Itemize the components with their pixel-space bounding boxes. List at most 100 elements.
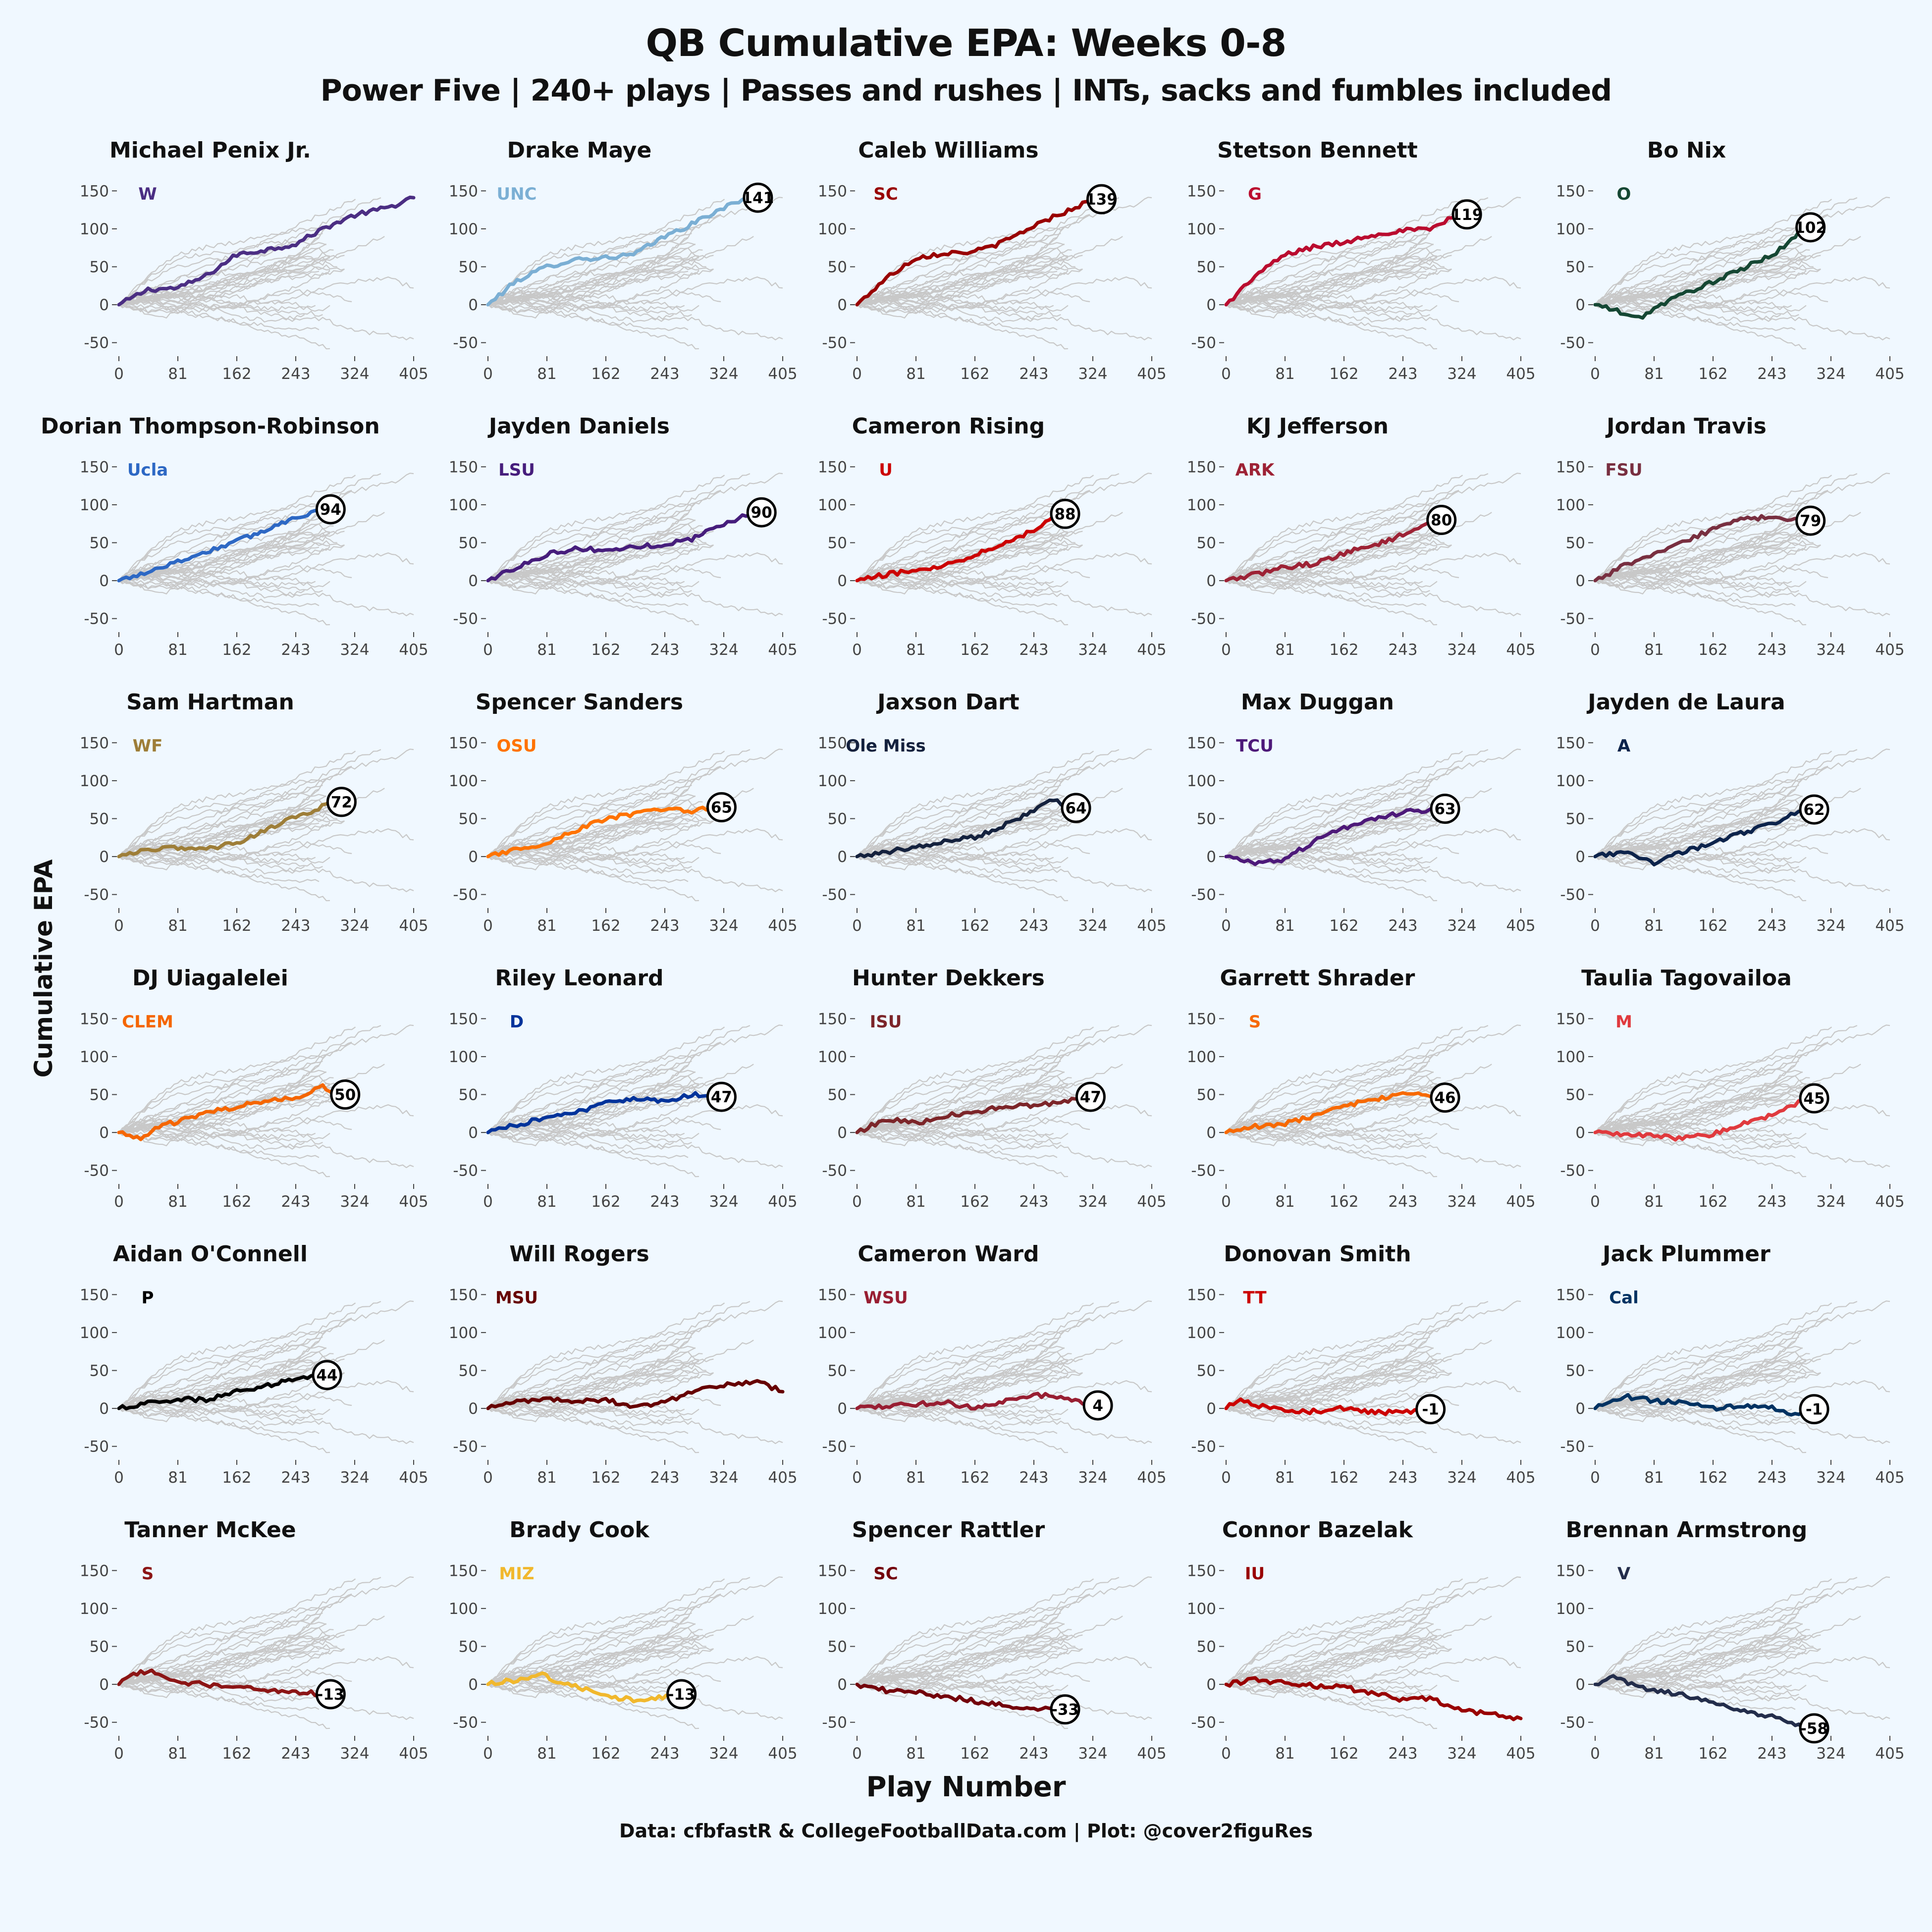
- final-epa-label: 62: [1803, 801, 1825, 819]
- y-tick-label: -50: [84, 1714, 109, 1732]
- background-series-line: [1595, 1082, 1821, 1133]
- final-epa-badge: [1795, 505, 1826, 536]
- background-series-line: [1595, 847, 1792, 863]
- background-series-line: [487, 1634, 714, 1685]
- background-series-line: [857, 1607, 1065, 1698]
- background-series-line: [1226, 1300, 1521, 1409]
- facet-title: Drake Maye: [507, 138, 652, 163]
- y-tick-label: -50: [84, 610, 109, 628]
- y-axis-label: Cumulative EPA: [29, 859, 58, 1078]
- x-tick-label: 162: [1698, 1193, 1727, 1211]
- background-series-line: [118, 1096, 345, 1133]
- y-tick-label: 150: [818, 458, 847, 476]
- background-series-line: [1595, 1024, 1890, 1133]
- facet-panel: Spencer Sanders OSU -50 0 50 100 150 0 81 162 243 3…: [449, 690, 798, 935]
- background-series-line: [118, 552, 414, 581]
- x-tick-label: 243: [1757, 365, 1786, 383]
- y-tick-label: -50: [1191, 1438, 1216, 1456]
- highlight-series-line: [117, 800, 335, 859]
- background-series-line: [1226, 239, 1434, 305]
- background-series-line: [118, 1118, 330, 1140]
- background-series-line: [1226, 566, 1438, 588]
- y-tick-label: 150: [1187, 458, 1216, 476]
- x-tick-label: 162: [591, 917, 620, 935]
- x-tick-label: 81: [537, 917, 556, 935]
- y-tick-label: 100: [818, 1600, 847, 1618]
- background-series-line: [1595, 828, 1890, 857]
- background-series-line: [857, 571, 1069, 626]
- background-series-line: [118, 257, 337, 313]
- background-series-line: [1595, 1026, 1832, 1133]
- background-series-line: [1595, 1577, 1858, 1685]
- x-tick-label: 0: [114, 365, 124, 383]
- x-tick-label: 81: [168, 917, 187, 935]
- x-tick-label: 0: [483, 1193, 493, 1211]
- background-series-line: [1226, 276, 1521, 305]
- y-tick-label: -50: [453, 1438, 478, 1456]
- background-series-line: [1226, 820, 1452, 857]
- x-tick-label: 324: [1078, 1745, 1107, 1763]
- background-series-line: [1226, 552, 1521, 581]
- final-epa-badge: [746, 497, 777, 528]
- y-tick-label: 100: [1556, 1600, 1585, 1618]
- background-series-line: [1226, 751, 1463, 857]
- background-series-line: [118, 1125, 414, 1169]
- background-series-line: [118, 290, 330, 312]
- y-tick-label: 0: [1575, 1676, 1585, 1694]
- x-tick-label: 324: [709, 365, 738, 383]
- x-tick-label: 0: [1221, 1469, 1231, 1487]
- background-series-line: [1595, 1607, 1803, 1698]
- background-series-line: [1226, 1341, 1427, 1409]
- team-logo: WSU: [863, 1288, 908, 1308]
- team-logo: A: [1617, 736, 1631, 756]
- background-series-line: [1226, 1358, 1452, 1409]
- background-series-line: [118, 531, 330, 589]
- background-series-line: [1595, 1302, 1832, 1409]
- background-series-line: [1595, 473, 1858, 581]
- background-series-line: [1226, 1025, 1489, 1133]
- x-tick-label: 81: [537, 641, 556, 659]
- y-tick-label: 100: [1187, 220, 1216, 238]
- y-tick-label: 100: [80, 772, 109, 790]
- x-tick-label: 162: [960, 365, 989, 383]
- facet-panel: Brennan Armstrong V -50 0 50 100 150 0 81 162 243 3…: [1556, 1517, 1905, 1763]
- background-series-line: [1595, 475, 1832, 581]
- background-series-line: [857, 1576, 1152, 1685]
- background-series-line: [1226, 233, 1430, 306]
- y-tick-label: 100: [1556, 1324, 1585, 1342]
- y-tick-label: 100: [449, 772, 478, 790]
- final-epa-badge: [1426, 505, 1457, 536]
- background-series-line: [1595, 1317, 1828, 1409]
- facet-panel: Connor Bazelak IU -50 0 50 100 150 0 81 162 243 324…: [1187, 1517, 1536, 1763]
- background-series-line: [857, 1677, 1152, 1720]
- y-tick-label: -50: [453, 886, 478, 904]
- background-series-line: [1226, 1576, 1521, 1685]
- background-series-line: [1595, 1083, 1807, 1141]
- facet-panel: Brady Cook MIZ -50 0 50 100 150 0 81 162 243 324 405…: [449, 1517, 798, 1763]
- background-series-line: [1226, 255, 1452, 306]
- background-series-line: [1226, 544, 1452, 581]
- x-tick-label: 243: [1019, 1193, 1048, 1211]
- background-series-line: [1595, 1593, 1828, 1685]
- background-series-line: [1595, 571, 1792, 588]
- x-tick-label: 324: [709, 917, 738, 935]
- x-tick-label: 0: [852, 917, 862, 935]
- background-series-line: [1595, 749, 1858, 857]
- y-tick-label: 150: [1556, 734, 1585, 752]
- x-tick-label: 324: [1447, 365, 1476, 383]
- background-series-line: [118, 1360, 337, 1416]
- x-tick-label: 0: [483, 1469, 493, 1487]
- y-tick-label: 0: [1575, 848, 1585, 866]
- final-epa-badge: [1795, 212, 1826, 243]
- background-series-line: [857, 1041, 1090, 1133]
- x-tick-label: 405: [399, 641, 428, 659]
- x-tick-label: 162: [1329, 365, 1358, 383]
- background-series-line: [487, 257, 706, 313]
- facet-panel: Bo Nix O -50 0 50 100 150 0 81 162 243 324 405 102: [1556, 138, 1905, 383]
- x-tick-label: 0: [483, 365, 493, 383]
- final-epa-badge: [1082, 1390, 1113, 1421]
- y-tick-label: -50: [1560, 886, 1585, 904]
- background-series-line: [1226, 1024, 1521, 1133]
- background-series-line: [1595, 489, 1828, 581]
- y-tick-label: 0: [837, 848, 847, 866]
